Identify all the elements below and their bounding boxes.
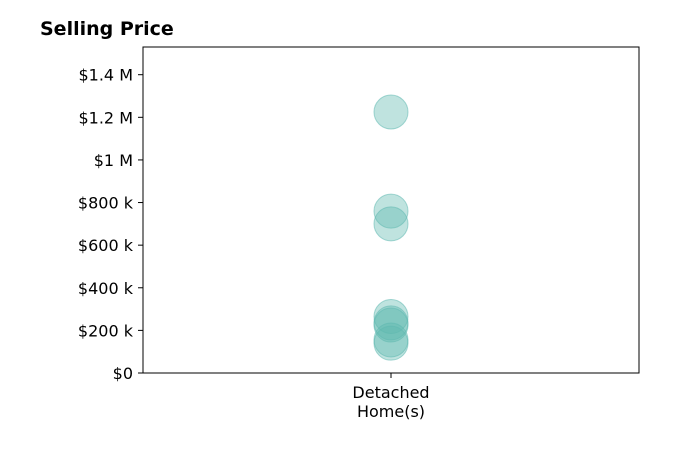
data-point	[373, 193, 409, 229]
data-point	[373, 94, 409, 130]
chart-title: Selling Price	[40, 18, 174, 40]
data-point	[373, 206, 409, 242]
y-tick-label: $0	[113, 364, 133, 383]
data-points	[373, 94, 409, 361]
y-tick-label: $1.4 M	[78, 66, 133, 85]
y-tick-label: $600 k	[78, 236, 134, 255]
data-point	[373, 325, 409, 361]
x-tick-label: Home(s)	[357, 402, 425, 421]
data-point	[373, 307, 409, 343]
y-tick-label: $200 k	[78, 321, 134, 340]
y-axis: $0 $200 k $400 k $600 k $800 k $1 M $1.2 M $1.4…	[78, 66, 143, 383]
x-tick-label: Detached	[352, 383, 429, 402]
y-tick-label: $400 k	[78, 279, 134, 298]
y-tick-label: $800 k	[78, 194, 134, 213]
y-tick-label: $1.2 M	[78, 108, 133, 127]
y-tick-label: $1 M	[94, 151, 133, 170]
